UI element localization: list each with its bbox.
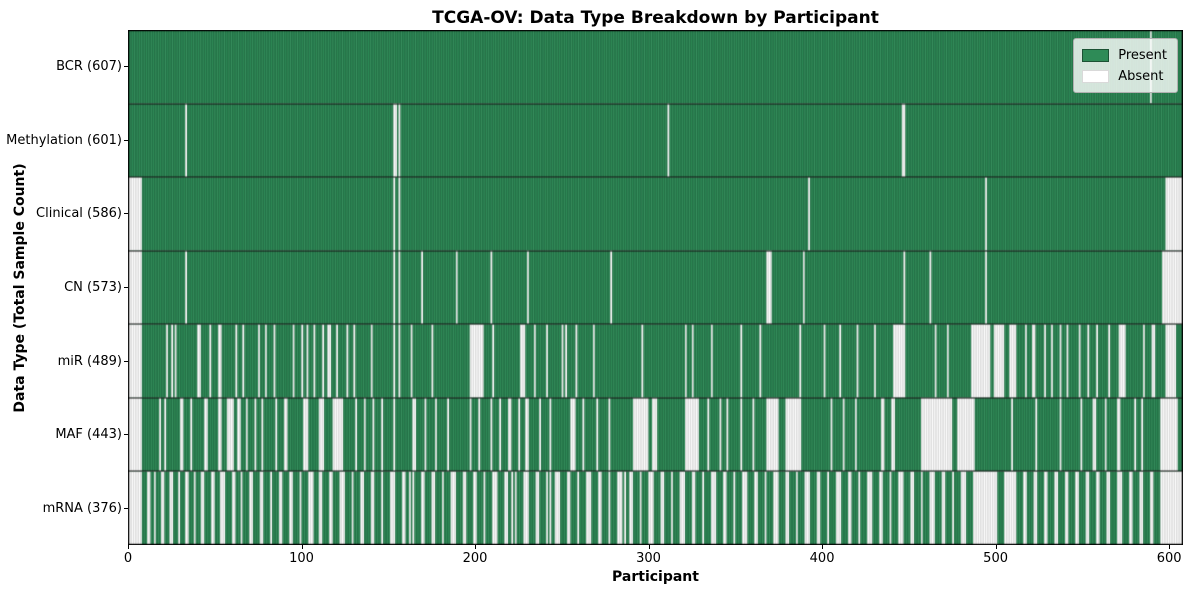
y-tick-mark <box>124 360 128 362</box>
y-tick-mark <box>124 434 128 436</box>
y-tick-label-mRNA: mRNA (376) <box>42 500 122 516</box>
x-tick-label-100: 100 <box>289 551 314 566</box>
present-swatch-icon <box>1082 48 1110 62</box>
x-tick-mark <box>128 545 129 549</box>
x-tick-label-400: 400 <box>809 551 835 566</box>
legend: Present Absent <box>1073 38 1178 93</box>
x-tick-mark <box>475 545 477 549</box>
y-tick-mark <box>124 507 128 509</box>
x-tick-mark <box>301 545 303 549</box>
y-tick-mark <box>124 213 128 215</box>
x-tick-mark <box>822 545 824 549</box>
y-tick-mark <box>124 139 128 141</box>
legend-absent-label: Absent <box>1118 68 1164 84</box>
y-tick-label-BCR: BCR (607) <box>56 59 122 75</box>
y-tick-label-CN: CN (573) <box>64 280 122 295</box>
legend-item-absent: Absent <box>1082 67 1167 85</box>
x-tick-label-500: 500 <box>983 551 1008 566</box>
legend-present-label: Present <box>1118 47 1167 63</box>
x-tick-mark <box>1169 545 1171 549</box>
y-tick-label-Methylation: Methylation (601) <box>6 132 122 148</box>
y-tick-mark <box>124 287 128 288</box>
x-tick-mark <box>648 545 650 549</box>
x-tick-label-0: 0 <box>123 551 133 566</box>
x-tick-label-300: 300 <box>636 551 661 566</box>
chart-title: TCGA-OV: Data Type Breakdown by Particip… <box>432 8 879 28</box>
x-tick-mark <box>995 545 997 549</box>
x-axis-title: Participant <box>612 569 699 585</box>
heatmap-plot-area <box>128 30 1183 545</box>
absent-swatch-icon <box>1082 69 1110 83</box>
x-tick-label-200: 200 <box>462 551 488 566</box>
legend-item-present: Present <box>1082 46 1167 64</box>
y-tick-label-miR: miR (489) <box>57 353 122 369</box>
y-tick-label-Clinical: Clinical (586) <box>36 206 122 222</box>
y-tick-mark <box>124 66 128 68</box>
y-tick-label-MAF: MAF (443) <box>55 427 122 443</box>
x-tick-label-600: 600 <box>1156 551 1182 566</box>
